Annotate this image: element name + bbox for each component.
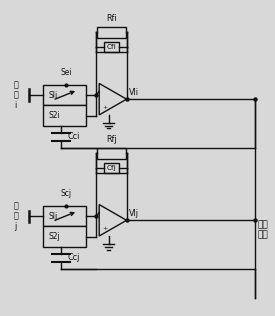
Text: +: +	[102, 226, 107, 231]
Polygon shape	[99, 204, 126, 236]
Polygon shape	[99, 83, 126, 115]
Text: S2j: S2j	[48, 232, 60, 241]
Text: Rfj: Rfj	[106, 135, 117, 144]
Text: Rfi: Rfi	[106, 14, 117, 23]
Text: 电
极
j: 电 极 j	[13, 201, 18, 231]
Text: Cfi: Cfi	[107, 44, 116, 50]
Bar	[43, 105, 86, 126]
Text: Scj: Scj	[61, 189, 72, 198]
Bar	[104, 42, 119, 52]
Text: Vlj: Vlj	[129, 209, 139, 218]
Text: +: +	[102, 105, 107, 110]
Bar	[43, 227, 86, 247]
Text: Vli: Vli	[129, 88, 139, 97]
Bar	[97, 27, 126, 38]
Text: Cfj: Cfj	[107, 165, 116, 171]
Text: Cci: Cci	[68, 132, 80, 141]
Text: 激励
信号: 激励 信号	[258, 220, 269, 240]
Bar	[104, 163, 119, 173]
Text: Slj: Slj	[48, 212, 57, 221]
Bar	[43, 206, 86, 227]
Text: Ccj: Ccj	[68, 253, 80, 262]
Text: 电
极
i: 电 极 i	[13, 80, 18, 110]
Bar	[97, 148, 126, 159]
Text: S2i: S2i	[48, 111, 60, 120]
Text: Sei: Sei	[60, 68, 72, 77]
Text: Sli: Sli	[48, 91, 57, 100]
Bar	[43, 85, 86, 105]
